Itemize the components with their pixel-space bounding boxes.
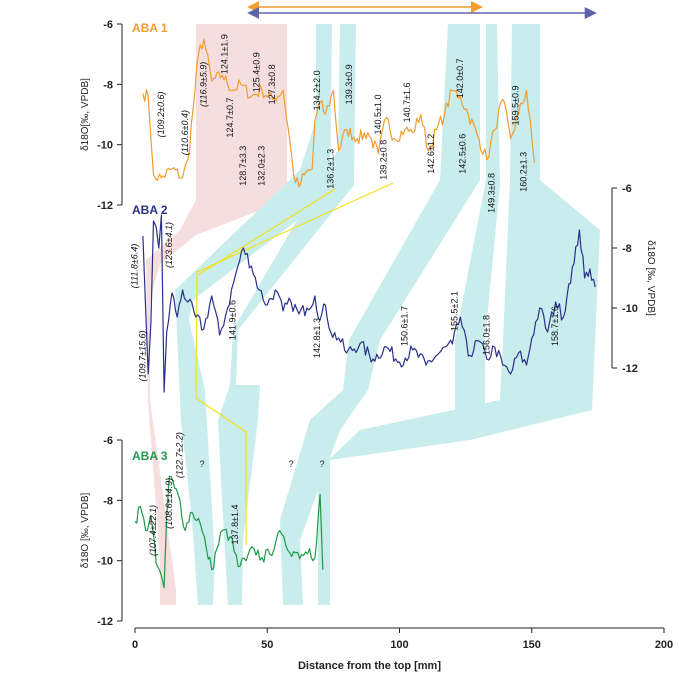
age-label: 136.2±1.3 — [325, 149, 335, 189]
y-tick-label: -12 — [97, 200, 113, 212]
y-tick-label: -10 — [97, 556, 113, 568]
y-tick-label: -12 — [622, 363, 638, 375]
tie-line — [197, 188, 336, 276]
age-label: (110.6±0.4) — [180, 110, 190, 155]
tie-lines — [195, 182, 394, 545]
age-label: 158.7±1.6 — [550, 306, 560, 346]
age-label: 125.4±0.9 — [251, 52, 261, 92]
y-tick-label: -6 — [103, 19, 113, 31]
panel-label: ABA 2 — [132, 203, 168, 217]
age-label: 142.0±0.7 — [455, 58, 465, 98]
age-label: 124.7±0.7 — [225, 98, 235, 138]
age-label: 139.2±0.8 — [378, 140, 388, 180]
x-tick-label: 100 — [390, 639, 408, 651]
age-label: 142.6±1.2 — [426, 134, 436, 174]
y-axis-label: δ18O [‰, VPDB] — [80, 492, 91, 568]
age-label: 128.7±3.3 — [238, 146, 248, 186]
pink-band — [146, 24, 287, 605]
y-tick-label: -8 — [103, 79, 113, 91]
x-tick-label: 0 — [132, 639, 138, 651]
y-tick-label: -10 — [622, 303, 638, 315]
range-arrows — [247, 1, 597, 19]
y-axis-label: δ18O[‰, VPDB] — [80, 78, 91, 151]
panel-aba1: -6 -8 -10 -12 δ18O[‰, VPDB] ABA 1 (109.2±0.6) (… — [80, 19, 535, 213]
age-label: 141.9±0.6 — [228, 300, 238, 340]
x-tick-label: 50 — [261, 639, 273, 651]
age-label: (109.7±15.6) — [138, 331, 148, 382]
age-label: (109.2±0.6) — [156, 92, 166, 138]
x-tick-label: 200 — [655, 639, 673, 651]
tie-line — [195, 182, 394, 545]
cyan-band — [218, 24, 356, 605]
question-mark: ? — [199, 459, 204, 469]
age-label: 159.5±0.9 — [511, 85, 521, 125]
age-label: (111.8±6.4) — [130, 244, 140, 289]
y-tick-label: -6 — [103, 435, 113, 447]
y-tick-label: -10 — [97, 140, 113, 152]
y-axis-label: δ18O [‰, VPDB] — [645, 240, 656, 316]
age-label: 150.6±1.7 — [399, 306, 409, 346]
age-label: 139.3±0.9 — [344, 64, 354, 104]
age-label: (116.9±5.9) — [198, 62, 208, 107]
age-label: (107.4±22.1) — [148, 505, 158, 556]
x-tick-label: 150 — [523, 639, 541, 651]
series-line — [142, 214, 596, 393]
age-label: 140.7±1.6 — [402, 82, 412, 122]
age-label: 160.2±1.3 — [518, 152, 528, 192]
age-label: 127.3±0.8 — [267, 64, 277, 104]
age-label: 134.2±2.0 — [312, 70, 322, 110]
age-label: 124.1±1.9 — [220, 34, 230, 74]
age-label: 142.5±0.6 — [458, 134, 468, 174]
age-label: 142.8±1.3 — [312, 318, 322, 358]
panel-label: ABA 1 — [132, 21, 168, 35]
series-line — [134, 475, 324, 589]
age-label: 155.5±2.1 — [450, 291, 460, 331]
panel-aba3: -6 -8 -10 -12 δ18O [‰, VPDB] ABA 3 (107.4±22.1… — [80, 432, 324, 628]
cyan-band — [318, 24, 600, 605]
age-label: (123.6±4.1) — [164, 222, 174, 268]
series-line — [142, 38, 535, 188]
y-tick-label: -6 — [622, 183, 632, 195]
age-label: 156.0±1.8 — [481, 315, 491, 355]
y-tick-label: -8 — [622, 243, 632, 255]
panel-label: ABA 3 — [132, 449, 168, 463]
x-axis: 0 50 100 150 200 Distance from the top [mm] — [132, 627, 673, 672]
question-mark: ? — [288, 459, 293, 469]
correlation-bands — [146, 24, 600, 605]
cyan-band — [455, 24, 500, 410]
x-axis-label: Distance from the top [mm] — [298, 660, 441, 672]
cyan-band — [280, 24, 480, 605]
age-label: (122.7±2.2) — [175, 432, 185, 478]
age-label: 132.0±2.3 — [257, 146, 267, 186]
cyan-band — [175, 24, 332, 605]
age-label: 137.8±1.4 — [230, 504, 240, 544]
panel-aba2: -6 -8 -10 -12 δ18O [‰, VPDB] ABA 2 (111.8±6.4)… — [130, 183, 656, 393]
age-label: 149.3±0.8 — [487, 173, 497, 213]
age-label: 140.5±1.0 — [373, 95, 383, 135]
age-label: (108.6±14.9) — [164, 478, 174, 529]
chart-panels: -6 -8 -10 -12 δ18O[‰, VPDB] ABA 1 (109.2±0.6) (… — [80, 19, 656, 628]
y-tick-label: -12 — [97, 616, 113, 628]
y-tick-label: -8 — [103, 495, 113, 507]
question-mark: ? — [319, 459, 324, 469]
